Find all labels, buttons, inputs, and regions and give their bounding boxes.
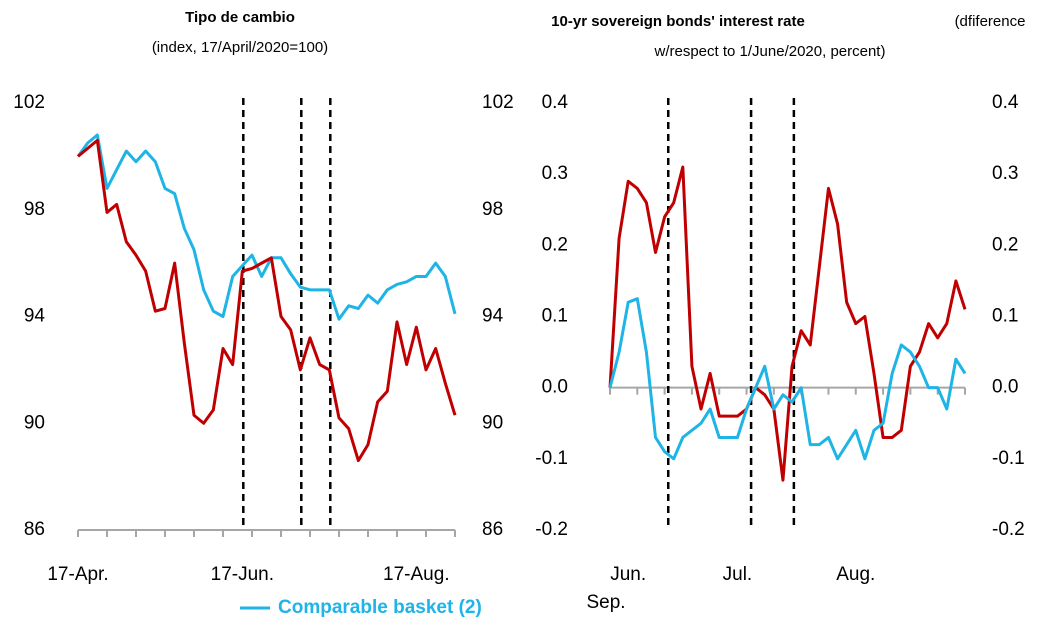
y-tick-label: 0.1	[542, 306, 568, 327]
chart-subtitle: w/respect to 1/June/2020, percent)	[654, 43, 886, 60]
series-line	[76, 133, 457, 321]
y-tick-label: 0.0	[542, 377, 568, 398]
x-tick-label: Sep.	[586, 592, 625, 613]
y2-tick-label: 94	[482, 306, 504, 327]
y2-tick-label: 90	[482, 412, 503, 433]
chart-title: 10-yr sovereign bonds' interest rate	[551, 13, 805, 30]
x-tick-label: Jun.	[610, 564, 646, 585]
y2-tick-label: -0.1	[992, 448, 1025, 469]
series-line	[608, 165, 967, 482]
y2-tick-label: -0.2	[992, 519, 1025, 540]
y-tick-label: 0.4	[542, 92, 569, 113]
y2-tick-label: 86	[482, 519, 503, 540]
y-tick-label: -0.2	[535, 519, 568, 540]
x-tick-label: Aug.	[836, 564, 875, 585]
legend-label: Comparable basket (2)	[278, 597, 482, 618]
y2-tick-label: 0.3	[992, 163, 1018, 184]
y2-tick-label: 0.4	[992, 92, 1019, 113]
y2-tick-label: 0.1	[992, 306, 1018, 327]
y2-tick-label: 98	[482, 199, 503, 220]
x-tick-label: 17-Aug.	[383, 564, 450, 585]
y-tick-label: 0.2	[542, 234, 568, 255]
y2-tick-label: 0.0	[992, 377, 1018, 398]
x-tick-label: 17-Apr.	[47, 564, 108, 585]
y-tick-label: -0.1	[535, 448, 568, 469]
y-tick-label: 94	[24, 306, 46, 327]
x-tick-label: Jul.	[723, 564, 753, 585]
y2-tick-label: 102	[482, 92, 514, 113]
y-tick-label: 86	[24, 519, 45, 540]
series-line	[77, 138, 457, 463]
y-tick-label: 102	[13, 92, 45, 113]
y2-tick-label: 0.2	[992, 234, 1018, 255]
chart-title: Tipo de cambio	[185, 9, 295, 26]
y-tick-label: 90	[24, 412, 45, 433]
chart-subtitle: (index, 17/April/2020=100)	[152, 39, 328, 56]
y-tick-label: 0.3	[542, 163, 568, 184]
x-tick-label: 17-Jun.	[211, 564, 274, 585]
series-line	[608, 297, 967, 461]
chart-subtitle: (dfiference	[955, 13, 1026, 30]
y-tick-label: 98	[24, 199, 45, 220]
